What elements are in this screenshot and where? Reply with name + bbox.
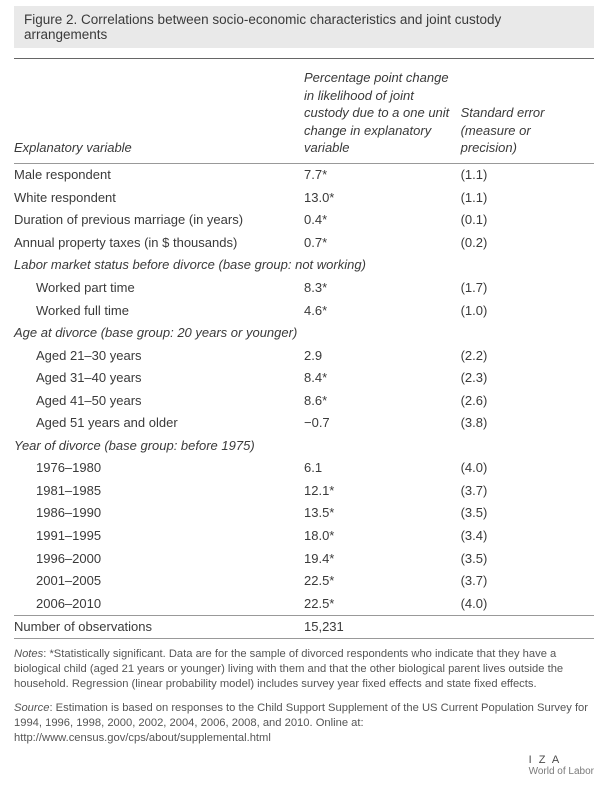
table-row: Annual property taxes (in $ thousands)0.… <box>14 231 594 254</box>
se-cell: (3.7) <box>461 479 594 502</box>
table-row: 1981–198512.1*(3.7) <box>14 479 594 502</box>
observations-row: Number of observations 15,231 <box>14 616 594 639</box>
table-row: White respondent13.0*(1.1) <box>14 186 594 209</box>
variable-cell: Male respondent <box>14 164 304 187</box>
estimate-cell: 22.5* <box>304 570 461 593</box>
table-row: Worked part time8.3*(1.7) <box>14 276 594 299</box>
estimate-cell: 19.4* <box>304 547 461 570</box>
se-cell: (0.2) <box>461 231 594 254</box>
notes-label: Notes <box>14 648 43 660</box>
se-cell: (2.2) <box>461 344 594 367</box>
variable-cell: 1996–2000 <box>14 547 304 570</box>
footer-iza: I Z A <box>529 754 594 766</box>
variable-cell: 1981–1985 <box>14 479 304 502</box>
table-row: 2001–200522.5*(3.7) <box>14 570 594 593</box>
variable-cell: 2006–2010 <box>14 592 304 615</box>
variable-cell: Aged 51 years and older <box>14 412 304 435</box>
se-cell: (3.4) <box>461 524 594 547</box>
figure-title: Figure 2. Correlations between socio-eco… <box>14 6 594 48</box>
estimate-cell: 2.9 <box>304 344 461 367</box>
se-cell: (2.6) <box>461 389 594 412</box>
table-row: Male respondent7.7*(1.1) <box>14 164 594 187</box>
table-row: 1986–199013.5*(3.5) <box>14 502 594 525</box>
header-se: Standard error (measure or precision) <box>461 59 594 163</box>
notes-block: Notes: *Statistically significant. Data … <box>14 647 594 746</box>
table-row: Aged 41–50 years8.6*(2.6) <box>14 389 594 412</box>
group-header: Year of divorce (base group: before 1975… <box>14 434 594 457</box>
figure-container: Figure 2. Correlations between socio-eco… <box>0 0 608 785</box>
se-cell: (3.8) <box>461 412 594 435</box>
obs-value: 15,231 <box>304 616 461 639</box>
se-cell: (3.5) <box>461 502 594 525</box>
estimate-cell: 13.0* <box>304 186 461 209</box>
estimate-cell: 0.4* <box>304 209 461 232</box>
header-estimate: Percentage point change in likelihood of… <box>304 59 461 163</box>
group-header: Age at divorce (base group: 20 years or … <box>14 322 594 345</box>
se-cell: (2.3) <box>461 367 594 390</box>
table-row: 1991–199518.0*(3.4) <box>14 524 594 547</box>
estimate-cell: 7.7* <box>304 164 461 187</box>
estimate-cell: 6.1 <box>304 457 461 480</box>
footer: I Z A World of Labor <box>14 754 594 777</box>
se-cell: (1.0) <box>461 299 594 322</box>
table-row: 1996–200019.4*(3.5) <box>14 547 594 570</box>
table-row: 2006–201022.5*(4.0) <box>14 592 594 615</box>
variable-cell: Aged 31–40 years <box>14 367 304 390</box>
group-header: Labor market status before divorce (base… <box>14 254 594 277</box>
header-variable: Explanatory variable <box>14 59 304 163</box>
se-cell: (3.7) <box>461 570 594 593</box>
se-cell: (1.7) <box>461 276 594 299</box>
estimate-cell: 13.5* <box>304 502 461 525</box>
obs-label: Number of observations <box>14 616 304 639</box>
footer-wol: World of Labor <box>529 766 594 777</box>
estimate-cell: 22.5* <box>304 592 461 615</box>
se-cell: (1.1) <box>461 164 594 187</box>
table-row: Worked full time4.6*(1.0) <box>14 299 594 322</box>
variable-cell: White respondent <box>14 186 304 209</box>
mid-rule-2 <box>14 638 594 639</box>
variable-cell: Annual property taxes (in $ thousands) <box>14 231 304 254</box>
estimate-cell: 4.6* <box>304 299 461 322</box>
table-row: Aged 51 years and older−0.7(3.8) <box>14 412 594 435</box>
se-cell: (0.1) <box>461 209 594 232</box>
table-row: Year of divorce (base group: before 1975… <box>14 434 594 457</box>
variable-cell: 1986–1990 <box>14 502 304 525</box>
notes-text: Notes: *Statistically significant. Data … <box>14 647 594 692</box>
results-table: Explanatory variable Percentage point ch… <box>14 59 594 639</box>
variable-cell: 1976–1980 <box>14 457 304 480</box>
estimate-cell: 18.0* <box>304 524 461 547</box>
header-row: Explanatory variable Percentage point ch… <box>14 59 594 163</box>
table-row: 1976–19806.1(4.0) <box>14 457 594 480</box>
estimate-cell: −0.7 <box>304 412 461 435</box>
estimate-cell: 12.1* <box>304 479 461 502</box>
table-row: Aged 21–30 years2.9(2.2) <box>14 344 594 367</box>
se-cell: (3.5) <box>461 547 594 570</box>
variable-cell: Worked part time <box>14 276 304 299</box>
source-label: Source <box>14 702 49 714</box>
variable-cell: Aged 41–50 years <box>14 389 304 412</box>
se-cell: (1.1) <box>461 186 594 209</box>
source-text: Source: Estimation is based on responses… <box>14 701 594 746</box>
estimate-cell: 8.3* <box>304 276 461 299</box>
table-row: Labor market status before divorce (base… <box>14 254 594 277</box>
se-cell: (4.0) <box>461 457 594 480</box>
variable-cell: Aged 21–30 years <box>14 344 304 367</box>
variable-cell: Duration of previous marriage (in years) <box>14 209 304 232</box>
estimate-cell: 0.7* <box>304 231 461 254</box>
table-row: Age at divorce (base group: 20 years or … <box>14 322 594 345</box>
table-row: Duration of previous marriage (in years)… <box>14 209 594 232</box>
variable-cell: 2001–2005 <box>14 570 304 593</box>
table-body: Male respondent7.7*(1.1)White respondent… <box>14 163 594 615</box>
estimate-cell: 8.6* <box>304 389 461 412</box>
variable-cell: Worked full time <box>14 299 304 322</box>
table-row: Aged 31–40 years8.4*(2.3) <box>14 367 594 390</box>
variable-cell: 1991–1995 <box>14 524 304 547</box>
estimate-cell: 8.4* <box>304 367 461 390</box>
se-cell: (4.0) <box>461 592 594 615</box>
